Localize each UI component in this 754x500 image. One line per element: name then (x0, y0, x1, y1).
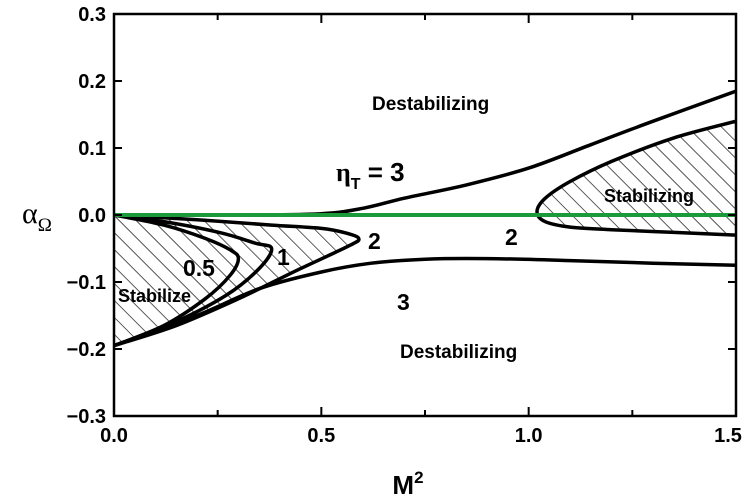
y-tick-label: 0.3 (78, 4, 106, 26)
curve-3 (114, 256, 736, 348)
curve-label-2-left: 2 (368, 228, 381, 254)
eta-subscript: T (351, 176, 361, 193)
y-tick-label: 0.1 (78, 138, 106, 160)
x-axis-title-base: M (392, 470, 414, 500)
ticks-group (113, 13, 737, 417)
curve-label-3: 3 (397, 289, 410, 315)
x-tick-label: 0.5 (307, 425, 335, 447)
eta-symbol: η (336, 158, 351, 187)
y-tick-label: 0.2 (78, 71, 106, 93)
curve-2-right (535, 119, 736, 237)
x-tick-label: 1.0 (515, 425, 543, 447)
stabilizing-hatch-right (537, 121, 736, 236)
destabilizing-top-label: Destabilizing (372, 94, 489, 115)
curve-label-1: 1 (277, 244, 290, 270)
y-tick-label: −0.2 (67, 339, 106, 361)
curve-1 (114, 213, 274, 348)
stabilize-left-label: Stabilize (118, 286, 191, 306)
y-tick-label: −0.1 (67, 272, 106, 294)
eta-t-label: ηT = 3 (336, 157, 405, 193)
stabilizing-right-label: Stabilizing (604, 186, 694, 206)
y-axis-title-subscript: Ω (38, 215, 52, 236)
y-axis-title-base: α (22, 197, 38, 230)
curve-0-5 (114, 213, 241, 348)
eta-value: = 3 (361, 157, 405, 187)
y-tick-labels: 0.3 0.2 0.1 0.0 −0.1 −0.2 −0.3 (67, 4, 106, 428)
destabilizing-bottom-label: Destabilizing (400, 342, 517, 363)
x-tick-labels: 0.0 0.5 1.0 1.5 (100, 425, 742, 447)
y-tick-label: 0.0 (78, 205, 106, 227)
stabilize-hatch-left (114, 215, 360, 346)
y-tick-label: −0.3 (67, 406, 106, 428)
x-axis-title: M2 (392, 468, 423, 500)
x-tick-label: 0.0 (100, 425, 128, 447)
y-axis-title: αΩ (22, 197, 52, 236)
curve-label-0-5: 0.5 (183, 255, 215, 281)
x-tick-label: 1.5 (714, 425, 742, 447)
curve-label-2-right: 2 (505, 224, 518, 250)
x-axis-title-superscript: 2 (414, 468, 423, 487)
